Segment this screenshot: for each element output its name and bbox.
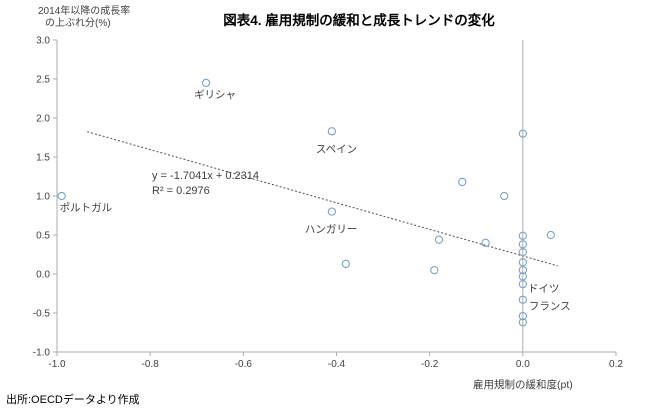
data-point-marker (201, 78, 211, 88)
data-point-label: スペイン (316, 143, 357, 155)
x-axis-tick-label: 0.2 (609, 359, 623, 370)
y-axis-tick-label: 1.5 (36, 153, 50, 164)
y-axis-tick-label: -0.5 (33, 309, 51, 320)
y-axis-tick-label: 2.5 (36, 75, 50, 86)
data-point-marker (518, 265, 527, 275)
data-point-marker (518, 295, 527, 304)
y-axis-title-line1: 2014年以降の成長率 (38, 6, 131, 17)
data-point-marker (518, 311, 527, 321)
trendline (87, 131, 558, 267)
data-point-label: フランス (529, 301, 571, 313)
data-point-marker (518, 248, 527, 257)
x-axis-title: 雇用規制の緩和度(pt) (473, 379, 573, 391)
x-axis-tick-label: -0.8 (142, 359, 160, 370)
data-point-marker (57, 191, 66, 201)
x-axis-tick-label: -0.4 (328, 359, 346, 370)
data-point-marker (518, 272, 527, 281)
data-point-marker (518, 129, 527, 138)
data-point-marker (327, 207, 336, 216)
y-axis-tick-label: 0.5 (36, 231, 50, 242)
x-axis-tick-label: -1.0 (48, 359, 66, 370)
data-point-marker (434, 235, 444, 244)
data-point-marker (341, 259, 350, 269)
data-point-marker (518, 240, 527, 249)
x-axis-tick-label: 0.0 (516, 359, 530, 370)
x-axis-tick-label: -0.2 (421, 359, 439, 370)
data-point-label: ギリシャ (194, 89, 236, 101)
data-point-marker (458, 177, 467, 187)
data-point-label: ドイツ (528, 283, 560, 295)
data-point-marker (518, 258, 527, 267)
data-point-marker (518, 231, 527, 240)
data-point-marker (327, 127, 336, 136)
trendline-r-squared: R² = 0.2976 (152, 185, 210, 197)
y-axis-tick-label: 0.0 (36, 270, 50, 281)
data-point-marker (430, 265, 439, 275)
data-point-marker (546, 230, 555, 240)
data-point-marker (500, 191, 509, 201)
data-point-marker (481, 238, 490, 247)
y-axis-title: 2014年以降の成長率 の上ぶれ分(%) (38, 6, 130, 30)
y-axis-tick-label: 3.0 (36, 36, 50, 47)
y-axis-tick-label: 1.0 (36, 192, 50, 203)
y-axis-title-line2: の上ぶれ分(%) (45, 18, 111, 29)
trendline-equation: y = -1.7041x + 0.2314 (152, 170, 260, 182)
data-point-label: ハンガリー (305, 224, 358, 236)
source-note: 出所:OECDデータより作成 (6, 394, 140, 406)
x-axis-tick-label: -0.6 (235, 359, 253, 370)
data-point-label: ポルトガル (60, 202, 113, 214)
y-axis-tick-label: 2.0 (36, 114, 50, 125)
data-point-marker (518, 318, 527, 327)
data-point-marker (518, 279, 527, 289)
chart-title: 図表4. 雇用規制の緩和と成長トレンドの変化 (223, 13, 495, 28)
y-axis-tick-label: -1.0 (33, 348, 51, 359)
